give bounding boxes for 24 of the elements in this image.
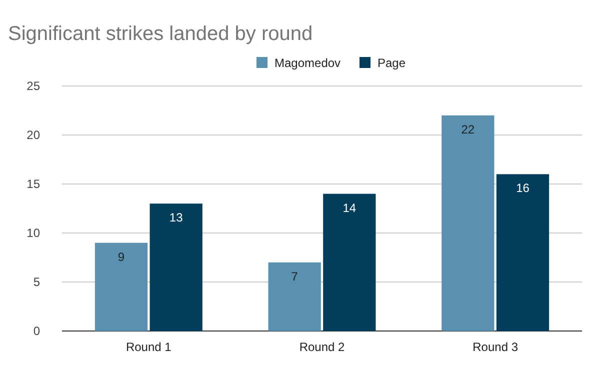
data-label: 7 xyxy=(291,269,298,284)
x-tick-label: Round 1 xyxy=(126,340,172,354)
bar xyxy=(442,115,494,331)
data-label: 16 xyxy=(516,181,530,196)
bar xyxy=(94,242,148,331)
bar xyxy=(268,262,321,331)
data-label: 14 xyxy=(342,200,356,215)
legend-label: Page xyxy=(378,56,406,70)
data-label: 13 xyxy=(169,210,184,225)
data-label: 22 xyxy=(461,122,475,136)
bar xyxy=(323,194,376,331)
bar xyxy=(496,174,550,331)
y-tick-label: 5 xyxy=(33,275,40,289)
y-tick-label: 20 xyxy=(26,128,40,142)
x-tick-label: Round 2 xyxy=(299,340,346,354)
bar xyxy=(150,204,202,331)
y-tick-label: 10 xyxy=(26,226,40,240)
y-tick-label: 15 xyxy=(26,177,40,191)
chart-title: Significant strikes landed by round xyxy=(8,23,313,45)
y-tick-label: 25 xyxy=(26,79,40,93)
data-label: 9 xyxy=(118,250,125,264)
x-tick-label: Round 3 xyxy=(472,340,518,354)
y-tick-label: 0 xyxy=(33,324,40,338)
legend-label: Magomedov xyxy=(274,56,341,70)
